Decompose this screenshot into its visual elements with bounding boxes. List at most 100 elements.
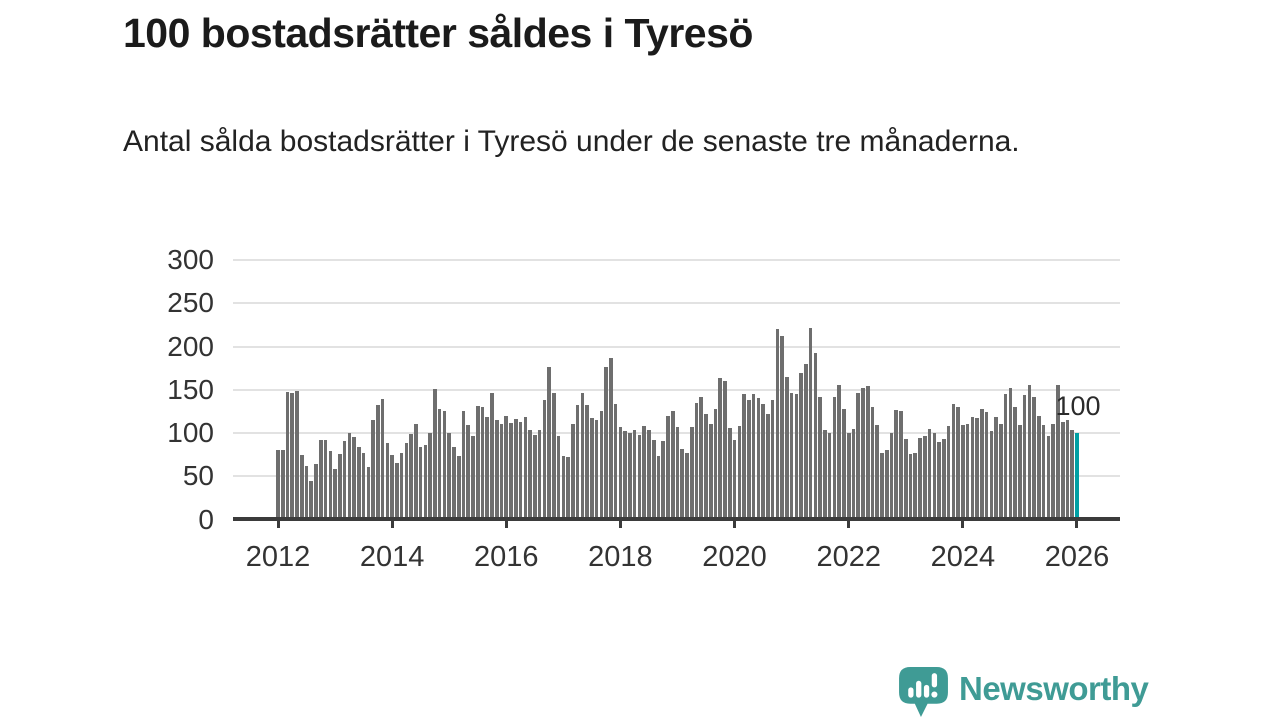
bar xyxy=(504,415,509,520)
bar xyxy=(851,428,856,520)
bar xyxy=(670,411,675,520)
bar xyxy=(723,381,727,520)
bar xyxy=(604,367,608,520)
bar xyxy=(461,410,466,520)
bar xyxy=(889,433,894,520)
bar xyxy=(880,452,884,520)
bar xyxy=(628,433,632,520)
x-tick-label-2016: 2016 xyxy=(474,541,539,573)
bar xyxy=(566,457,570,520)
bar xyxy=(1056,385,1060,520)
bar xyxy=(585,405,589,520)
bar xyxy=(632,430,637,520)
bar xyxy=(942,439,946,520)
bar xyxy=(338,453,342,520)
bar xyxy=(319,439,323,520)
bar xyxy=(680,449,685,520)
bar xyxy=(590,418,594,520)
bar xyxy=(523,417,528,520)
bar xyxy=(580,393,585,520)
bar xyxy=(870,407,875,520)
x-tick-2014 xyxy=(390,520,394,528)
bar xyxy=(433,388,437,520)
bar xyxy=(475,406,480,520)
x-tick-label-2026: 2026 xyxy=(1044,541,1110,573)
bar xyxy=(404,442,409,520)
bar xyxy=(999,423,1003,520)
bar xyxy=(1070,430,1075,520)
bar xyxy=(428,433,432,520)
bar xyxy=(494,420,499,520)
bar xyxy=(1018,425,1022,520)
bar xyxy=(509,422,513,520)
bar xyxy=(923,436,927,520)
bar xyxy=(656,455,661,520)
bar xyxy=(571,423,575,520)
bar xyxy=(533,434,537,520)
bar xyxy=(295,390,299,520)
bar xyxy=(937,441,941,520)
bar xyxy=(775,329,780,520)
gridline-200 xyxy=(233,345,1120,348)
bar xyxy=(594,420,599,520)
x-tick-label-2020: 2020 xyxy=(702,541,767,573)
y-tick-label-0: 0 xyxy=(198,503,214,535)
bar xyxy=(1046,435,1051,520)
bar xyxy=(447,433,451,520)
bar xyxy=(756,397,761,520)
bar xyxy=(980,408,984,520)
x-tick-2018 xyxy=(618,520,622,528)
bar xyxy=(366,466,371,520)
bar xyxy=(742,394,746,520)
bar xyxy=(466,425,471,520)
x-tick-label-2024: 2024 xyxy=(930,541,996,573)
bar xyxy=(856,393,860,520)
bar xyxy=(376,405,380,520)
y-tick-label-50: 50 xyxy=(182,460,214,492)
bar xyxy=(309,481,314,520)
bar xyxy=(713,408,718,520)
bar xyxy=(794,394,799,520)
bar xyxy=(485,417,490,520)
bar xyxy=(751,394,756,520)
y-tick-label-250: 250 xyxy=(167,287,214,319)
bar xyxy=(1051,423,1055,520)
bar xyxy=(290,393,295,520)
bar xyxy=(299,454,304,520)
bar xyxy=(785,376,789,520)
bar xyxy=(827,433,832,520)
bar xyxy=(899,411,903,520)
bar xyxy=(884,450,889,520)
bar xyxy=(357,446,361,520)
y-tick-label-150: 150 xyxy=(167,373,214,405)
bar xyxy=(704,414,708,520)
bar xyxy=(314,464,318,520)
chart-title: 100 bostadsrätter såldes i Tyresö xyxy=(123,10,753,56)
bar xyxy=(832,396,837,520)
bar xyxy=(932,433,937,520)
bar xyxy=(618,426,623,520)
x-tick-2020 xyxy=(733,520,737,528)
bar xyxy=(1013,407,1017,520)
bar xyxy=(732,439,737,520)
bar xyxy=(813,353,818,520)
bar xyxy=(409,433,413,520)
bar xyxy=(347,433,352,520)
bar xyxy=(613,404,618,520)
bar xyxy=(395,463,399,520)
x-tick-2026 xyxy=(1075,520,1079,528)
bar xyxy=(480,407,485,520)
bar xyxy=(414,423,418,520)
bar xyxy=(846,433,851,520)
x-tick-label-2014: 2014 xyxy=(359,541,425,573)
bar xyxy=(728,427,732,520)
bar xyxy=(989,431,994,520)
bar xyxy=(675,426,680,520)
bar xyxy=(1003,394,1008,520)
bar xyxy=(599,410,604,520)
bar xyxy=(399,452,404,520)
bar xyxy=(280,450,285,520)
bar xyxy=(818,396,822,520)
bar xyxy=(842,408,846,520)
